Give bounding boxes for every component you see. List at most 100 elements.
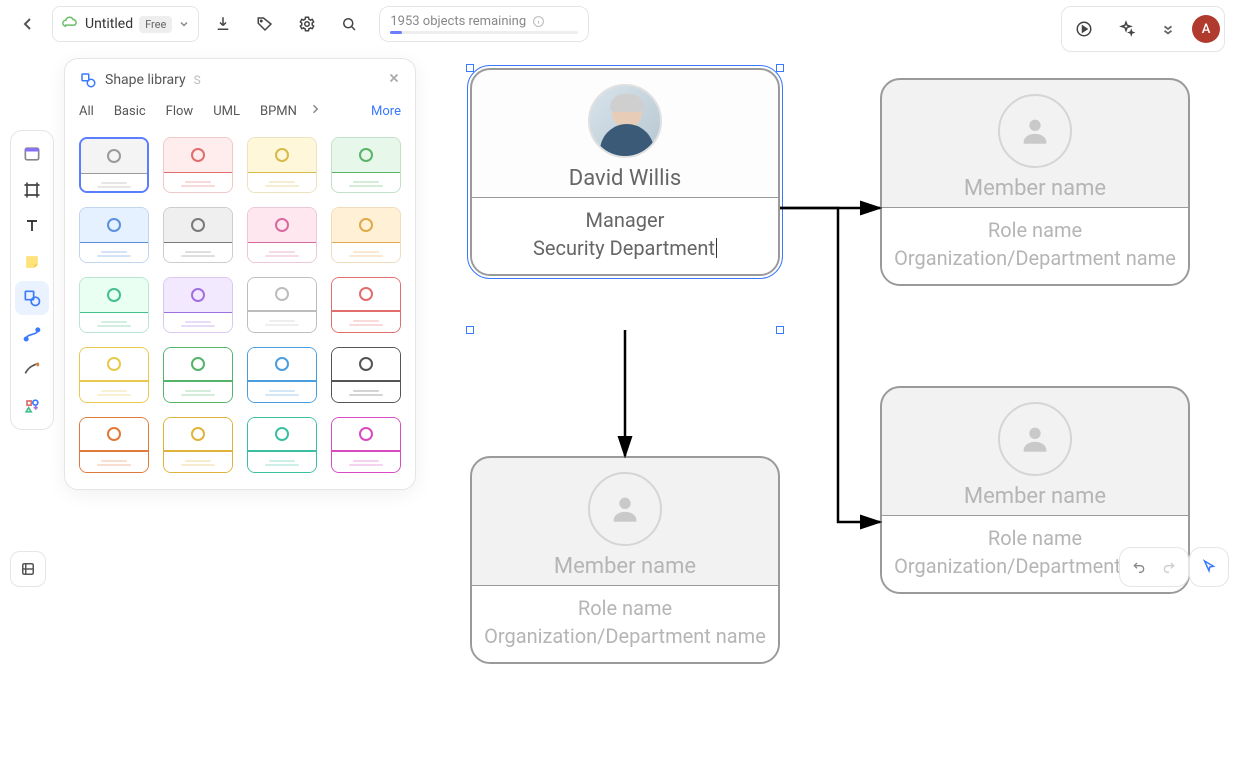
shape-card[interactable] <box>331 417 401 473</box>
panel-tab-bpmn[interactable]: BPMN <box>260 104 297 119</box>
tool-connector[interactable] <box>15 317 49 351</box>
panel-more-link[interactable]: More <box>371 104 401 119</box>
tool-note[interactable] <box>15 245 49 279</box>
close-icon <box>387 71 401 85</box>
tabs-scroll-right[interactable] <box>309 103 321 119</box>
shape-card[interactable] <box>79 277 149 333</box>
download-button[interactable] <box>205 6 241 42</box>
panel-title: Shape library <box>105 72 186 88</box>
shape-card[interactable] <box>79 207 149 263</box>
member-role: Role name <box>890 218 1180 242</box>
undo-button[interactable] <box>1124 552 1154 582</box>
cloud-icon <box>61 15 79 33</box>
panel-shortcut: S <box>194 73 201 87</box>
top-right-controls: A <box>1061 6 1225 52</box>
shape-card[interactable] <box>79 417 149 473</box>
shape-card[interactable] <box>331 347 401 403</box>
tag-button[interactable] <box>247 6 283 42</box>
shape-card[interactable] <box>163 207 233 263</box>
shape-card[interactable] <box>163 137 233 193</box>
shape-library-panel: Shape library S All Basic Flow UML BPMN More <box>64 58 416 490</box>
shape-icon <box>22 288 42 308</box>
shape-card[interactable] <box>331 207 401 263</box>
org-node[interactable]: Member name Role name Organization/Departm… <box>470 456 780 664</box>
layers-button[interactable] <box>10 551 46 587</box>
chevron-down-icon <box>178 18 190 30</box>
selection-handle[interactable] <box>776 326 784 334</box>
pen-icon <box>22 360 42 380</box>
gear-icon <box>298 15 316 33</box>
top-toolbar: Untitled Free 1953 objects remaining <box>0 0 1235 48</box>
layers-icon <box>19 560 37 578</box>
shape-card[interactable] <box>331 137 401 193</box>
objects-remaining-text: 1953 objects remaining <box>390 14 526 29</box>
tool-more-shapes[interactable] <box>15 389 49 423</box>
panel-tab-all[interactable]: All <box>79 104 94 119</box>
shape-card[interactable] <box>163 347 233 403</box>
document-title: Untitled <box>85 16 133 32</box>
shape-card[interactable] <box>79 137 149 193</box>
member-department: Organization/Department name <box>480 624 770 648</box>
shape-card[interactable] <box>247 347 317 403</box>
user-avatar[interactable]: A <box>1192 15 1220 43</box>
member-photo <box>588 84 662 158</box>
org-node[interactable]: Member nameRole nameOrganization/Departm… <box>880 78 1190 286</box>
selection-handle[interactable] <box>776 64 784 72</box>
panel-tab-flow[interactable]: Flow <box>166 104 194 119</box>
more-dropdown[interactable] <box>1150 11 1186 47</box>
member-role: Role name <box>480 596 770 620</box>
left-toolbar <box>10 130 54 430</box>
tool-shape[interactable] <box>15 281 49 315</box>
shape-card[interactable] <box>247 137 317 193</box>
panel-close-button[interactable] <box>387 71 401 89</box>
shape-card[interactable] <box>163 417 233 473</box>
search-button[interactable] <box>331 6 367 42</box>
shape-card[interactable] <box>247 277 317 333</box>
shape-grid <box>79 137 401 473</box>
member-department[interactable]: Security Department <box>480 236 770 260</box>
cursor-tool-button[interactable] <box>1194 552 1224 582</box>
chevron-right-icon <box>309 103 321 115</box>
sticky-note-icon <box>22 252 42 272</box>
canvas[interactable]: David WillisManagerSecurity DepartmentMe… <box>420 58 1235 593</box>
tool-text[interactable] <box>15 209 49 243</box>
shape-card[interactable] <box>79 347 149 403</box>
member-name: Member name <box>890 484 1180 509</box>
member-name: Member name <box>480 554 770 579</box>
objects-remaining-box[interactable]: 1953 objects remaining <box>379 6 589 42</box>
connector[interactable] <box>780 208 880 522</box>
frame-icon <box>22 180 42 200</box>
panel-tab-uml[interactable]: UML <box>213 104 240 119</box>
more-shapes-icon <box>22 396 42 416</box>
settings-button[interactable] <box>289 6 325 42</box>
undo-redo-float <box>1119 547 1189 587</box>
plan-badge: Free <box>139 16 172 33</box>
sparkle-button[interactable] <box>1108 11 1144 47</box>
shape-card[interactable] <box>331 277 401 333</box>
panel-tabs: All Basic Flow UML BPMN More <box>79 103 401 119</box>
selection-handle[interactable] <box>466 326 474 334</box>
panel-tab-basic[interactable]: Basic <box>114 104 146 119</box>
play-icon <box>1075 20 1093 38</box>
tool-template[interactable] <box>15 137 49 171</box>
connector-icon <box>22 324 42 344</box>
redo-button[interactable] <box>1154 552 1184 582</box>
objects-progress <box>390 31 578 34</box>
selection-handle[interactable] <box>466 64 474 72</box>
tool-frame[interactable] <box>15 173 49 207</box>
back-button[interactable] <box>10 6 46 42</box>
avatar-placeholder-icon <box>998 94 1072 168</box>
shape-card[interactable] <box>247 207 317 263</box>
redo-icon <box>1161 559 1177 575</box>
shape-card[interactable] <box>163 277 233 333</box>
shape-card[interactable] <box>247 417 317 473</box>
play-button[interactable] <box>1066 11 1102 47</box>
search-icon <box>340 15 358 33</box>
avatar-placeholder-icon <box>998 402 1072 476</box>
document-title-box[interactable]: Untitled Free <box>52 6 199 42</box>
org-node[interactable]: David WillisManagerSecurity Department <box>470 68 780 276</box>
tool-pen[interactable] <box>15 353 49 387</box>
cursor-tool-float <box>1189 547 1229 587</box>
shape-library-icon <box>79 71 97 89</box>
member-role: Manager <box>480 208 770 232</box>
